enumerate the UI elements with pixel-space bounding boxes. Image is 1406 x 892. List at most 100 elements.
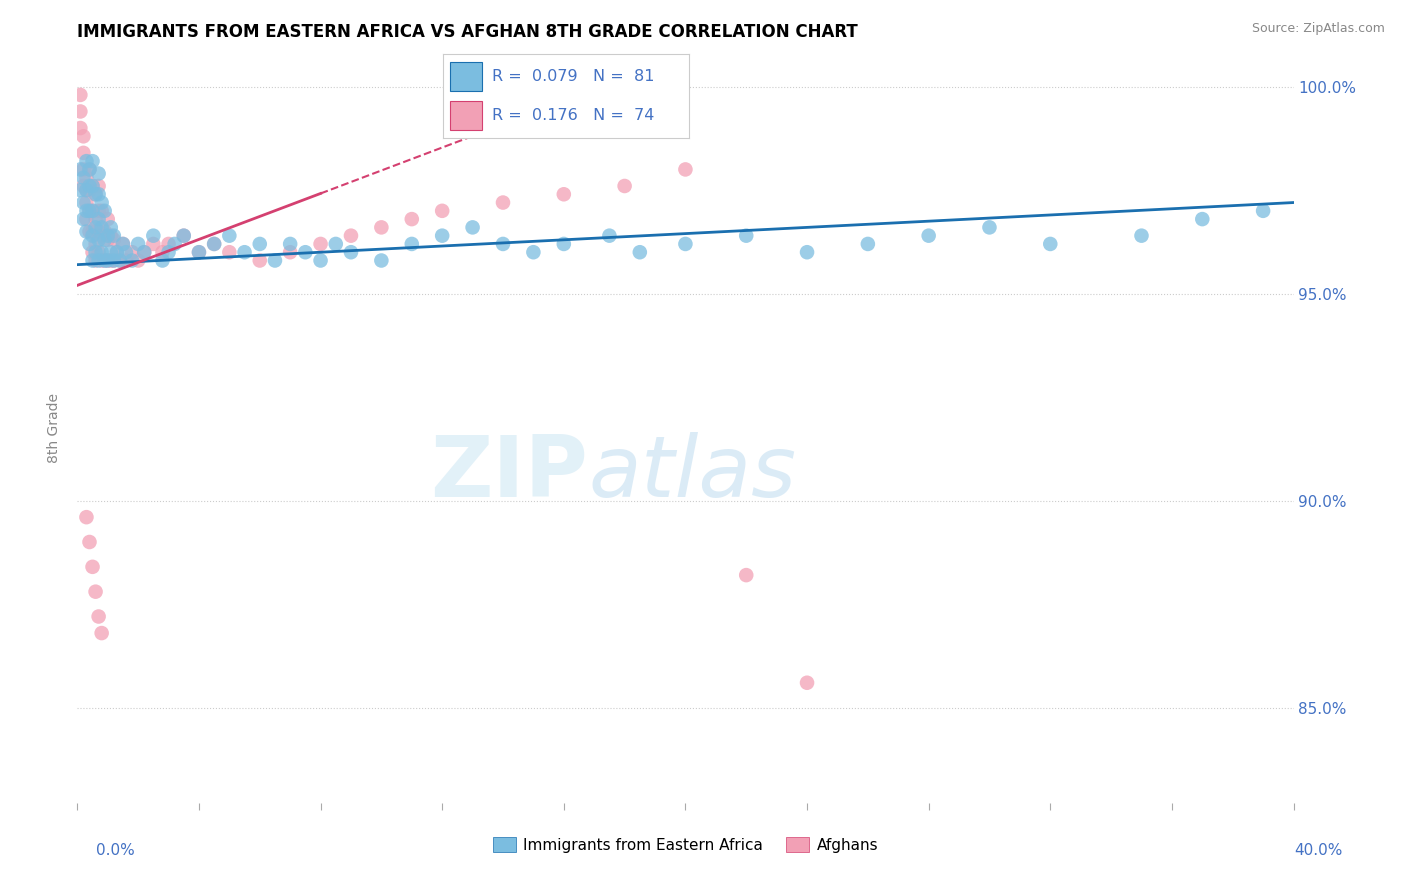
Point: [79, 236, 101, 251]
Point: [142, 228, 165, 243]
Point: [1039, 236, 1062, 251]
Point: [87, 225, 110, 239]
Point: [188, 245, 211, 260]
Point: [152, 253, 174, 268]
Point: [90, 253, 112, 268]
Point: [370, 220, 392, 235]
Text: R =  0.176   N =  74: R = 0.176 N = 74: [492, 108, 654, 123]
Point: [278, 245, 301, 260]
Point: [97, 253, 120, 268]
Point: [72, 195, 94, 210]
Point: [79, 179, 101, 194]
Point: [121, 253, 143, 268]
Point: [675, 162, 697, 177]
Point: [82, 203, 104, 218]
Point: [309, 253, 332, 268]
Point: [87, 212, 110, 227]
Point: [856, 236, 879, 251]
Point: [90, 626, 112, 640]
Point: [134, 245, 156, 260]
Point: [401, 236, 423, 251]
Point: [87, 179, 110, 194]
Point: [79, 162, 101, 177]
Point: [121, 245, 143, 260]
Point: [111, 236, 134, 251]
Point: [127, 236, 149, 251]
Point: [93, 203, 115, 218]
Point: [93, 253, 115, 268]
Point: [675, 236, 697, 251]
Text: R =  0.079   N =  81: R = 0.079 N = 81: [492, 69, 655, 84]
Point: [598, 228, 620, 243]
Point: [430, 228, 453, 243]
Point: [218, 245, 240, 260]
Point: [492, 236, 515, 251]
Point: [69, 104, 91, 119]
Point: [278, 236, 301, 251]
Y-axis label: 8th Grade: 8th Grade: [48, 393, 62, 463]
Point: [796, 245, 818, 260]
Point: [75, 510, 97, 524]
Point: [1191, 212, 1213, 227]
Point: [233, 245, 256, 260]
Text: atlas: atlas: [588, 432, 796, 515]
Point: [105, 245, 128, 260]
Point: [72, 162, 94, 177]
Point: [75, 225, 97, 239]
Point: [522, 245, 544, 260]
Point: [93, 225, 115, 239]
Point: [84, 253, 107, 268]
Text: ZIP: ZIP: [430, 432, 588, 515]
Point: [87, 245, 110, 260]
Point: [735, 568, 758, 582]
Point: [103, 253, 125, 268]
Point: [325, 236, 347, 251]
Point: [90, 203, 112, 218]
Text: IMMIGRANTS FROM EASTERN AFRICA VS AFGHAN 8TH GRADE CORRELATION CHART: IMMIGRANTS FROM EASTERN AFRICA VS AFGHAN…: [77, 23, 858, 41]
Point: [340, 245, 363, 260]
Point: [134, 245, 156, 260]
Point: [79, 535, 101, 549]
Point: [401, 212, 423, 227]
Point: [69, 121, 91, 136]
Point: [84, 212, 107, 227]
Point: [108, 253, 131, 268]
Point: [370, 253, 392, 268]
Point: [628, 245, 651, 260]
Point: [75, 183, 97, 197]
Point: [103, 233, 125, 247]
Point: [127, 253, 149, 268]
Point: [264, 253, 287, 268]
Point: [918, 228, 941, 243]
Point: [82, 559, 104, 574]
Point: [103, 253, 125, 268]
Point: [84, 584, 107, 599]
Point: [105, 245, 128, 260]
FancyBboxPatch shape: [450, 101, 482, 130]
Point: [97, 233, 120, 247]
Point: [75, 170, 97, 185]
Point: [1251, 203, 1274, 218]
Point: [100, 228, 122, 243]
Point: [72, 170, 94, 185]
Point: [87, 187, 110, 202]
Point: [796, 675, 818, 690]
Point: [90, 195, 112, 210]
Point: [87, 253, 110, 268]
Point: [75, 203, 97, 218]
FancyBboxPatch shape: [450, 62, 482, 91]
Point: [163, 236, 186, 251]
Point: [613, 179, 636, 194]
Point: [82, 154, 104, 169]
Point: [72, 212, 94, 227]
Point: [93, 233, 115, 247]
Text: 40.0%: 40.0%: [1295, 843, 1343, 858]
Point: [69, 162, 91, 177]
Point: [79, 162, 101, 177]
Point: [75, 183, 97, 197]
Point: [75, 195, 97, 210]
Point: [84, 187, 107, 202]
Point: [735, 228, 758, 243]
Point: [84, 245, 107, 260]
Point: [90, 245, 112, 260]
